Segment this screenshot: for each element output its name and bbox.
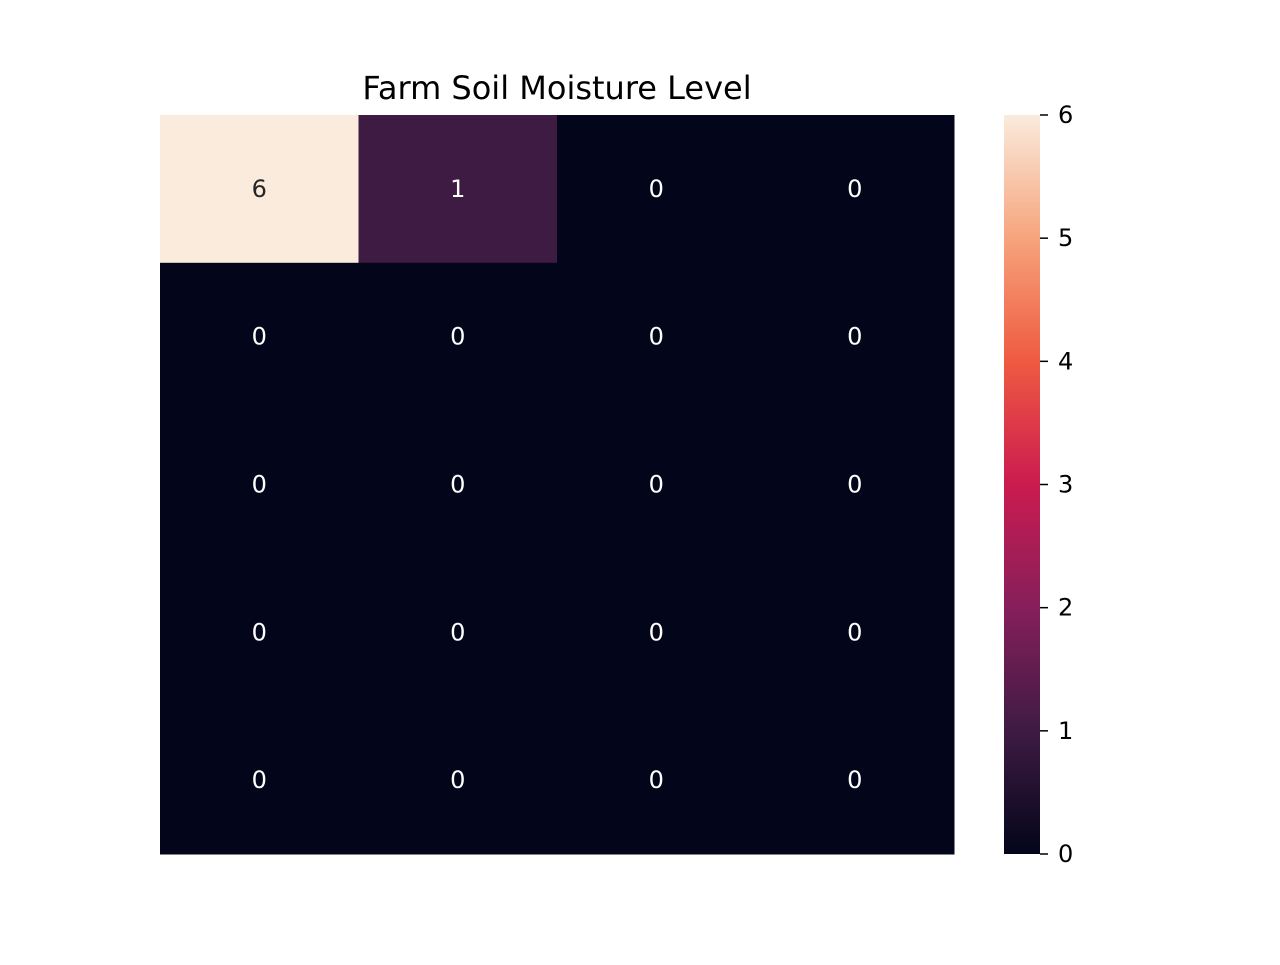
heatmap-cell-label-r1-c1: 0 bbox=[450, 323, 465, 351]
heatmap-cell-r1-c0 bbox=[160, 262, 359, 412]
heatmap-cell-r1-c2 bbox=[557, 262, 756, 412]
heatmap-cell-r4-c0 bbox=[160, 706, 359, 855]
heatmap-cell-r1-c3 bbox=[755, 262, 955, 412]
heatmap-cell-label-r2-c0: 0 bbox=[252, 471, 267, 499]
chart-title: Farm Soil Moisture Level bbox=[362, 69, 751, 107]
colorbar-gradient bbox=[1004, 115, 1040, 854]
heatmap-cell-label-r2-c2: 0 bbox=[649, 471, 664, 499]
heatmap-cell-r3-c2 bbox=[557, 558, 756, 707]
heatmap-cell-r3-c0 bbox=[160, 558, 359, 707]
heatmap-cell-label-r4-c0: 0 bbox=[252, 766, 267, 794]
colorbar-tick-label-4: 4 bbox=[1058, 347, 1073, 375]
heatmap-cell-r3-c3 bbox=[755, 558, 955, 707]
heatmap-cell-label-r3-c3: 0 bbox=[847, 618, 862, 646]
colorbar-tick-label-5: 5 bbox=[1058, 224, 1073, 252]
heatmap-cell-label-r0-c3: 0 bbox=[847, 175, 862, 203]
colorbar-tick-label-2: 2 bbox=[1058, 594, 1073, 622]
heatmap-cell-r0-c0 bbox=[160, 115, 359, 264]
heatmap-cell-r3-c1 bbox=[358, 558, 558, 707]
heatmap-cell-label-r0-c0: 6 bbox=[252, 175, 267, 203]
heatmap-cell-r4-c2 bbox=[557, 706, 756, 855]
colorbar-tick-label-1: 1 bbox=[1058, 717, 1073, 745]
colorbar-tick-label-3: 3 bbox=[1058, 471, 1073, 499]
heatmap-cell-label-r0-c1: 1 bbox=[450, 175, 465, 203]
heatmap-cell-r1-c1 bbox=[358, 262, 558, 412]
heatmap-cell-r0-c1 bbox=[358, 115, 558, 264]
heatmap-cell-label-r4-c2: 0 bbox=[649, 766, 664, 794]
colorbar-tick-label-0: 0 bbox=[1058, 840, 1073, 868]
heatmap-cells: 6 1 0 0 0 0 0 0 0 0 0 0 0 0 0 0 0 0 0 0 bbox=[160, 115, 955, 855]
colorbar-tick-label-6: 6 bbox=[1058, 101, 1073, 129]
heatmap-cell-r4-c3 bbox=[755, 706, 955, 855]
colorbar: 0 1 2 3 4 5 6 bbox=[1004, 101, 1073, 868]
heatmap-cell-r0-c2 bbox=[557, 115, 756, 264]
heatmap-cell-r2-c2 bbox=[557, 410, 756, 559]
heatmap-cell-label-r2-c3: 0 bbox=[847, 471, 862, 499]
heatmap-cell-r0-c3 bbox=[755, 115, 955, 264]
heatmap-cell-label-r4-c3: 0 bbox=[847, 766, 862, 794]
heatmap-cell-label-r0-c2: 0 bbox=[649, 175, 664, 203]
heatmap-cell-label-r1-c3: 0 bbox=[847, 323, 862, 351]
heatmap-cell-label-r4-c1: 0 bbox=[450, 766, 465, 794]
heatmap-cell-r4-c1 bbox=[358, 706, 558, 855]
heatmap-cell-r2-c3 bbox=[755, 410, 955, 559]
heatmap-cell-r2-c1 bbox=[358, 410, 558, 559]
heatmap-cell-label-r2-c1: 0 bbox=[450, 471, 465, 499]
heatmap-cell-label-r3-c1: 0 bbox=[450, 618, 465, 646]
heatmap-cell-label-r3-c0: 0 bbox=[252, 618, 267, 646]
heatmap-cell-label-r3-c2: 0 bbox=[649, 618, 664, 646]
heatmap-cell-label-r1-c0: 0 bbox=[252, 323, 267, 351]
heatmap-cell-label-r1-c2: 0 bbox=[649, 323, 664, 351]
heatmap-cell-r2-c0 bbox=[160, 410, 359, 559]
